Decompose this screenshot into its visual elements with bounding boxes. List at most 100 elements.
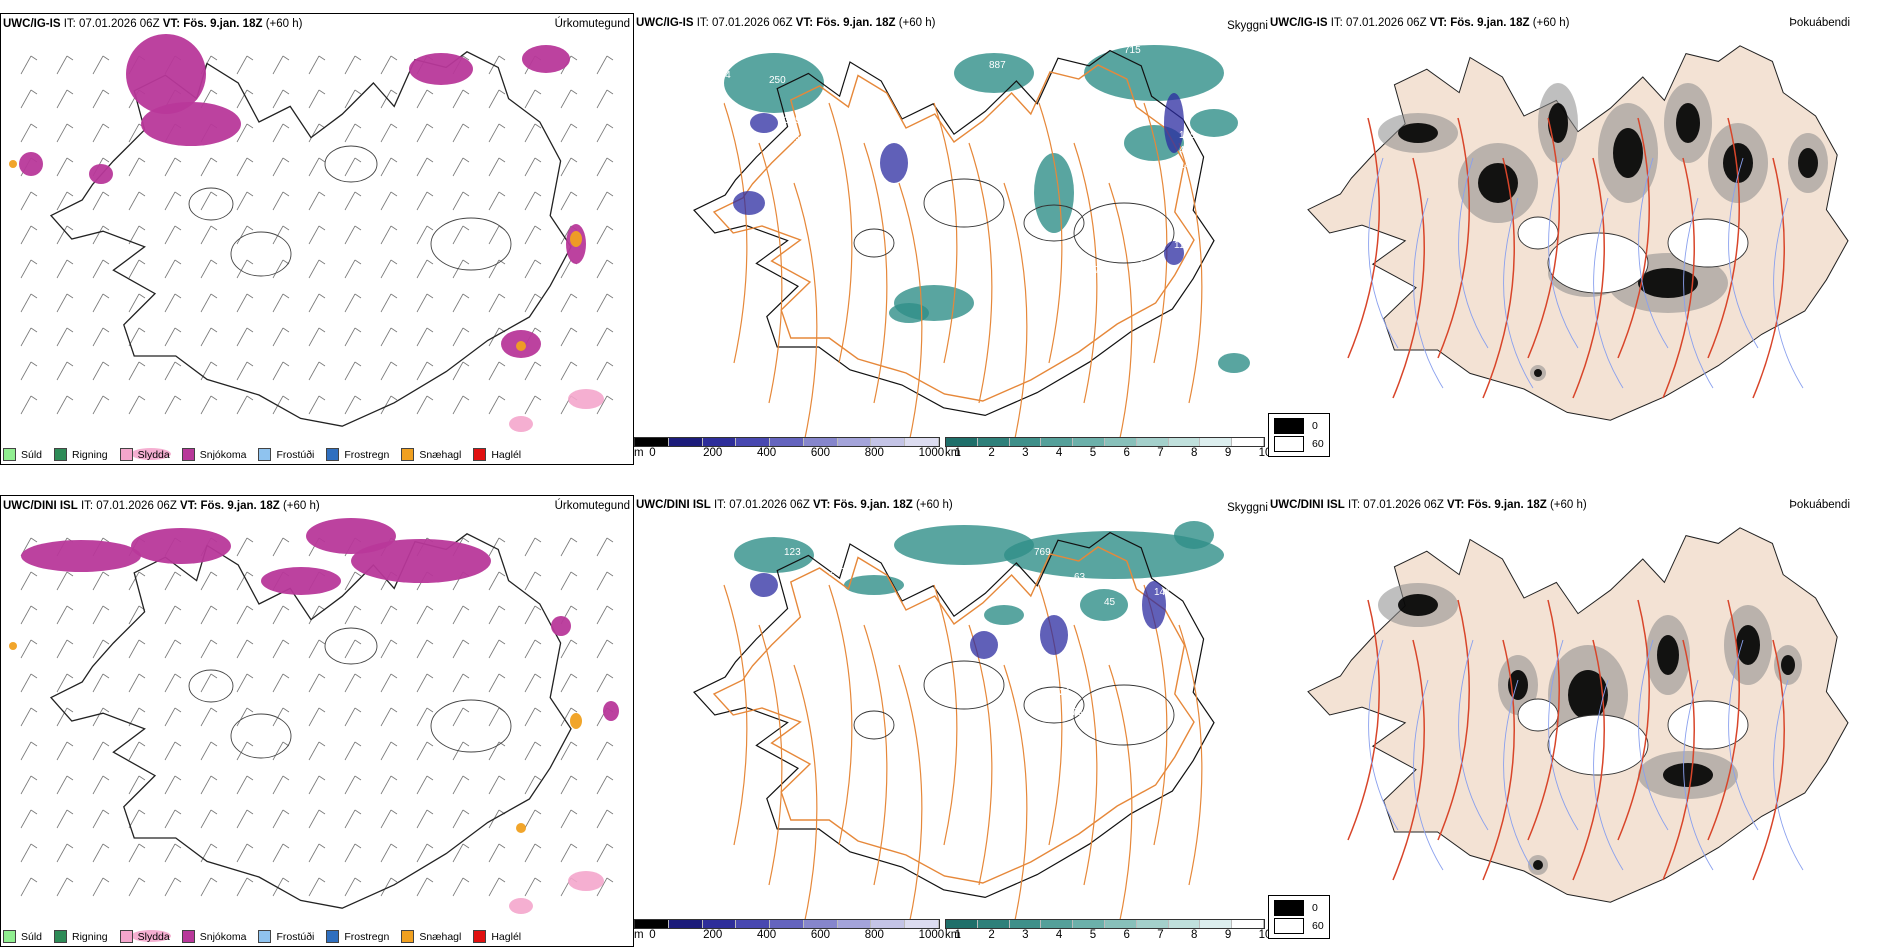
wind-barb — [308, 259, 320, 279]
wind-barb-flag — [102, 395, 110, 401]
wind-barb — [200, 259, 212, 279]
legend-item: Rigning — [54, 930, 108, 943]
legend-label: Súld — [21, 448, 43, 461]
wind-barb — [20, 293, 32, 313]
wind-barb-flag — [246, 741, 254, 747]
legend-label: Slydda — [137, 448, 170, 461]
wind-barb — [308, 361, 320, 381]
wind-barb — [236, 361, 248, 381]
wind-barb-flag — [138, 673, 146, 679]
fog-legend-label: 0 — [1312, 420, 1318, 432]
glacier-outline — [230, 713, 292, 759]
wind-barb-flag — [462, 157, 470, 163]
wind-barb — [380, 395, 392, 415]
wind-barb-flag — [426, 191, 434, 197]
wind-barb-flag — [246, 157, 254, 163]
wind-barb — [20, 191, 32, 211]
wind-barb — [488, 707, 500, 727]
wind-barb-flag — [534, 225, 542, 231]
road-line — [1527, 117, 1560, 359]
legend-item: Haglél — [473, 930, 521, 943]
fog-map — [1307, 45, 1849, 421]
road-line — [828, 584, 853, 846]
wind-barb-flag — [426, 673, 434, 679]
ceiling-value-label: 371 — [719, 100, 736, 111]
wind-barb — [236, 395, 248, 415]
wind-barb-flag — [174, 571, 182, 577]
wind-barb — [344, 89, 356, 109]
wind-barb — [236, 293, 248, 313]
wind-barb — [524, 123, 536, 143]
wind-barb-flag — [66, 259, 74, 265]
wind-barb-flag — [534, 571, 542, 577]
wind-barb-flag — [174, 775, 182, 781]
wind-barb — [488, 293, 500, 313]
wind-barb-flag — [102, 327, 110, 333]
wind-barb-flag — [606, 673, 614, 679]
wind-barb-flag — [498, 55, 506, 61]
river-line — [1413, 679, 1444, 871]
wind-barb-flag — [462, 225, 470, 231]
low-visibility-area — [734, 537, 814, 573]
wind-barb-flag — [534, 741, 542, 747]
glacier-outline — [853, 228, 895, 258]
wind-barb-flag — [66, 191, 74, 197]
wind-barb-flag — [246, 571, 254, 577]
wind-barb — [20, 707, 32, 727]
colorbar-unit: km — [945, 929, 961, 941]
road-line — [1003, 664, 1028, 926]
wind-barb — [200, 639, 212, 659]
ceiling-value-label: 163 — [1074, 637, 1091, 648]
wind-barb-flag — [210, 605, 218, 611]
wind-barb — [200, 191, 212, 211]
wind-barb — [344, 259, 356, 279]
wind-barb-flag — [570, 741, 578, 747]
glacier-outline — [853, 710, 895, 740]
wind-barb — [452, 843, 464, 863]
ceiling-value-label: 887 — [989, 60, 1006, 71]
wind-barb-flag — [246, 225, 254, 231]
wind-barb-flag — [282, 293, 290, 299]
wind-barb — [596, 673, 608, 693]
wind-barb — [56, 157, 68, 177]
fog-index-core — [1723, 143, 1753, 183]
wind-barb-flag — [462, 191, 470, 197]
wind-barb-flag — [426, 259, 434, 265]
wind-barb — [308, 191, 320, 211]
colorbar-cell — [702, 920, 737, 928]
legend-label: Snæhagl — [419, 930, 462, 943]
wind-barb — [380, 327, 392, 347]
wind-barb-flag — [246, 327, 254, 333]
wind-barb-flag — [30, 809, 38, 815]
wind-barb-flag — [606, 157, 614, 163]
wind-barb — [380, 877, 392, 897]
legend-swatch — [326, 930, 340, 943]
wind-barb-flag — [534, 89, 542, 95]
wind-barb-flag — [102, 843, 110, 849]
fog-panel-row2: UWC/DINI ISL IT: 07.01.2026 06Z VT: Fös.… — [1268, 495, 1900, 947]
glacier-outline — [188, 187, 234, 221]
wind-barb — [380, 605, 392, 625]
glacier-area — [1667, 700, 1749, 750]
wind-barb — [236, 775, 248, 795]
road-line — [1038, 102, 1063, 364]
wind-barb — [596, 605, 608, 625]
colorbar-cell — [977, 438, 1010, 446]
wind-barb-flag — [138, 741, 146, 747]
wind-barb — [236, 639, 248, 659]
wind-barb-flag — [246, 293, 254, 299]
wind-barb-flag — [102, 775, 110, 781]
road-line — [1617, 599, 1650, 841]
road-line — [933, 584, 958, 846]
wind-barb-flag — [318, 775, 326, 781]
wind-barb — [200, 809, 212, 829]
wind-barb — [452, 707, 464, 727]
wind-barb — [344, 571, 356, 591]
legend-item: Frostregn — [326, 930, 389, 943]
wind-barb — [128, 259, 140, 279]
low-visibility-area — [1174, 521, 1214, 549]
wind-barb — [380, 707, 392, 727]
colorbar-cell — [905, 438, 940, 446]
wind-barb — [164, 157, 176, 177]
wind-barb — [164, 259, 176, 279]
